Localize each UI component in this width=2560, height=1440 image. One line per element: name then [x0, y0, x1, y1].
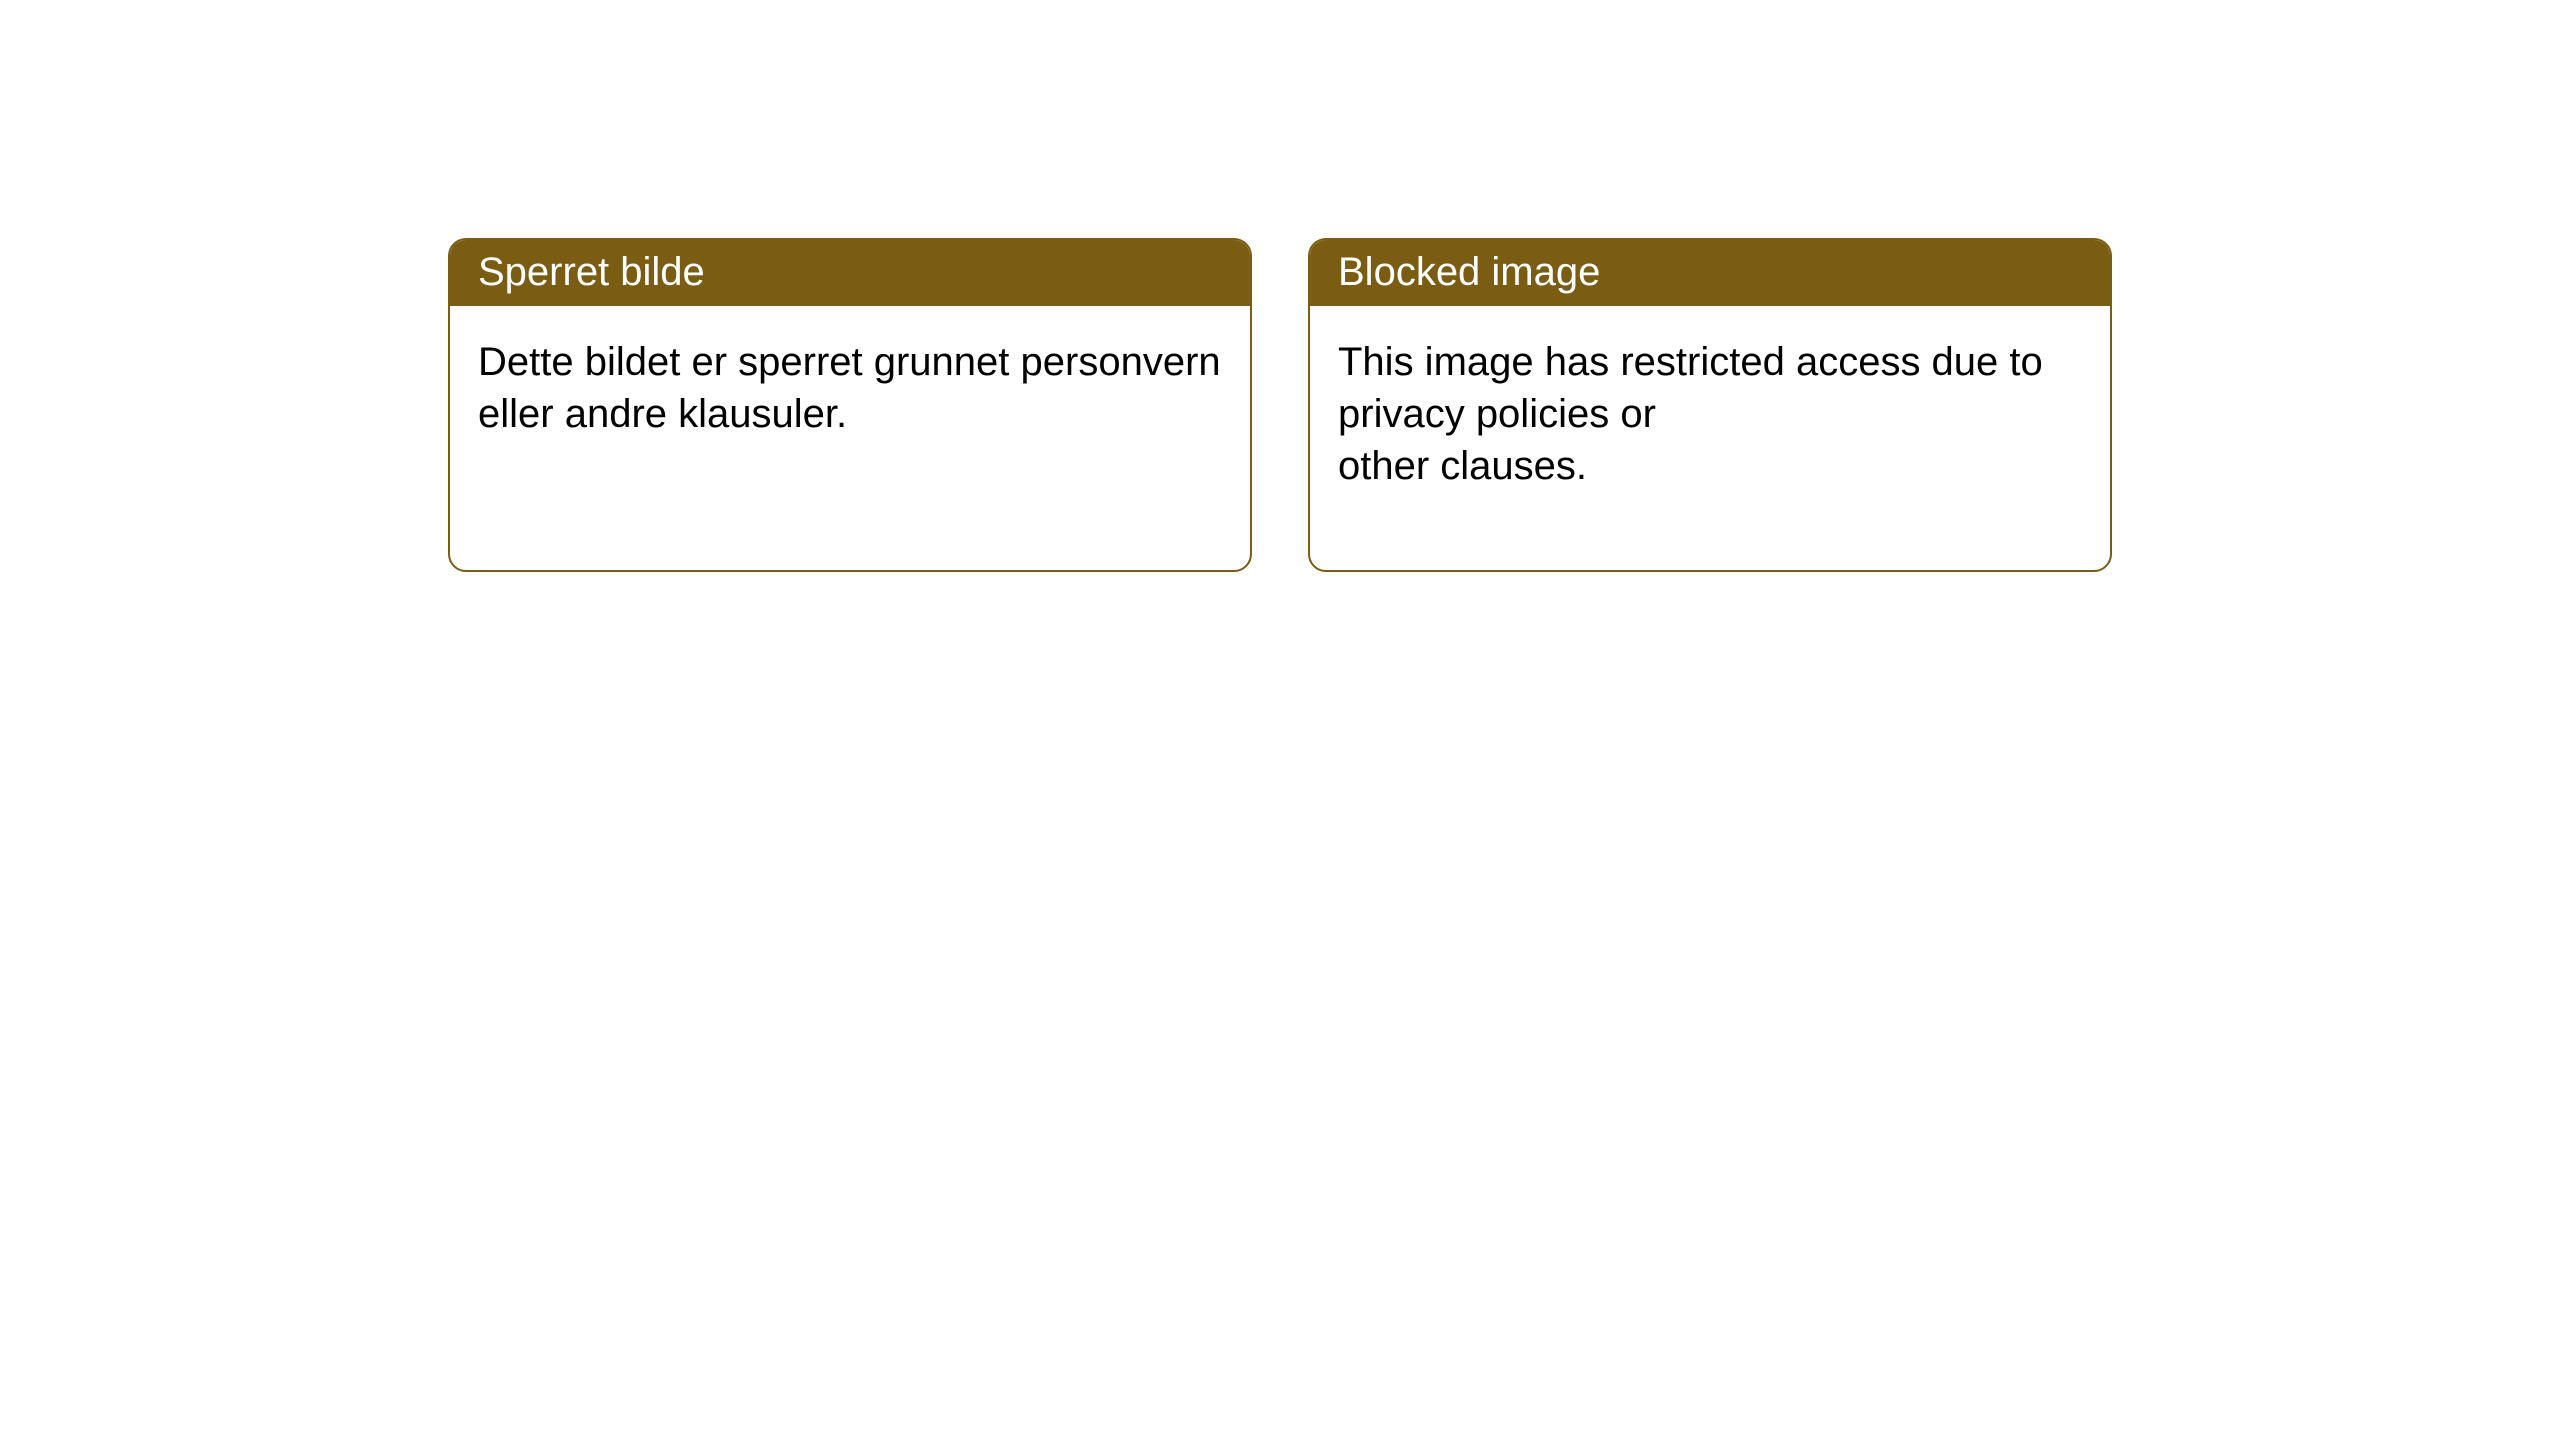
card-body: This image has restricted access due to …: [1310, 306, 2110, 520]
card-english: Blocked image This image has restricted …: [1308, 238, 2112, 572]
card-body-text: Dette bildet er sperret grunnet personve…: [478, 336, 1222, 440]
card-header: Blocked image: [1310, 240, 2110, 306]
card-norwegian: Sperret bilde Dette bildet er sperret gr…: [448, 238, 1252, 572]
card-title: Sperret bilde: [478, 250, 705, 294]
card-body: Dette bildet er sperret grunnet personve…: [450, 306, 1250, 468]
card-title: Blocked image: [1338, 250, 1600, 294]
cards-container: Sperret bilde Dette bildet er sperret gr…: [448, 238, 2560, 572]
card-header: Sperret bilde: [450, 240, 1250, 306]
card-body-text: This image has restricted access due to …: [1338, 336, 2082, 492]
